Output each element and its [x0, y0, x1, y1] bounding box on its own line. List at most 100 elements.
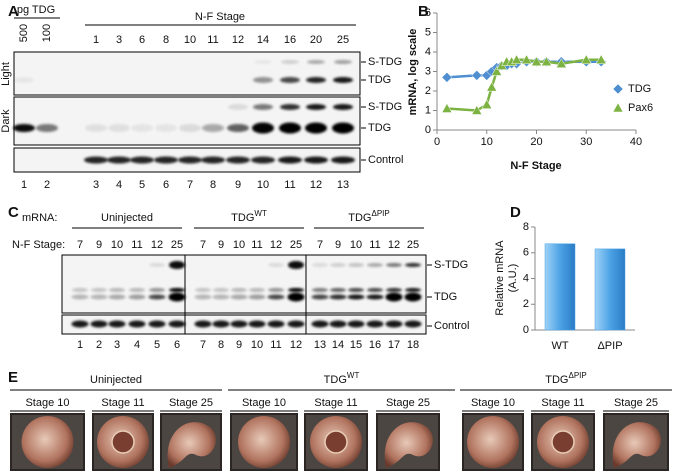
band	[404, 320, 422, 328]
band-label: S-TDG	[368, 101, 402, 113]
lane-label: 20	[310, 34, 322, 46]
band	[169, 288, 185, 292]
band	[268, 288, 284, 292]
stage-label: 7	[77, 239, 83, 251]
y-tick-label: 4	[425, 46, 431, 58]
y-tick-label: 6	[425, 7, 431, 19]
band	[154, 156, 178, 164]
group-label: TDGWT	[231, 209, 267, 224]
stage-label: 12	[151, 239, 163, 251]
panel-label: A	[8, 3, 19, 20]
stage-label: 9	[96, 239, 102, 251]
band	[267, 320, 285, 328]
embryo-photo	[160, 413, 222, 471]
band	[279, 122, 301, 134]
series-line	[446, 58, 602, 112]
band	[312, 288, 328, 292]
band	[288, 288, 304, 292]
band	[178, 156, 202, 164]
lane-label: 100	[41, 24, 53, 42]
band	[268, 263, 284, 267]
band	[366, 294, 384, 300]
embryo-photo	[531, 413, 595, 471]
lane-number: 12	[290, 339, 302, 351]
band	[71, 294, 89, 300]
band	[13, 124, 35, 132]
band	[305, 122, 327, 134]
stage-label: Stage 11	[101, 397, 144, 409]
band	[306, 77, 326, 83]
stage-label: Stage 25	[169, 397, 213, 409]
band	[230, 320, 248, 328]
band	[367, 263, 383, 267]
band	[267, 294, 285, 300]
lane-label: 1	[93, 34, 99, 46]
marker	[486, 81, 498, 92]
band	[131, 124, 153, 132]
band	[312, 263, 328, 267]
stage-label: Stage 10	[242, 397, 286, 409]
band	[330, 288, 346, 292]
band	[311, 320, 329, 328]
stage-label: 10	[111, 239, 123, 251]
band	[107, 156, 131, 164]
band	[90, 294, 108, 300]
embryo-photo	[462, 413, 524, 471]
lane-number: 15	[350, 339, 362, 351]
embryo-photo	[92, 413, 154, 471]
band	[248, 320, 266, 328]
band-label: S-TDG	[368, 56, 402, 68]
marker	[471, 104, 483, 115]
row-label: N-F Stage:	[12, 239, 65, 251]
row-label: mRNA:	[22, 212, 57, 224]
x-tick-label: WT	[551, 340, 568, 352]
blot-box	[61, 254, 427, 314]
band	[253, 104, 273, 110]
band	[230, 294, 248, 300]
stage-label: 9	[335, 239, 341, 251]
lane-label: 11	[207, 34, 218, 46]
lane-number: 5	[139, 179, 145, 191]
marker	[531, 56, 542, 66]
band	[130, 156, 154, 164]
stage-label: 7	[317, 239, 323, 251]
band	[281, 60, 299, 64]
band	[288, 261, 304, 269]
band	[169, 261, 185, 269]
stage-label: 11	[369, 239, 380, 251]
row-label: Light	[0, 62, 12, 86]
band-label: TDG	[434, 291, 457, 303]
lane-number: 3	[114, 339, 120, 351]
lane-number: 7	[187, 179, 193, 191]
lane-number: 13	[337, 179, 349, 191]
band	[251, 156, 275, 164]
band	[347, 294, 365, 300]
blot-a	[13, 51, 361, 173]
stage-label: Stage 10	[25, 397, 69, 409]
embryo	[167, 422, 216, 468]
stage-label: 25	[171, 239, 183, 251]
group-label-base: TDG	[324, 374, 347, 386]
stage-label: Stage 25	[386, 397, 430, 409]
band	[385, 320, 403, 328]
lane-label: 8	[163, 34, 169, 46]
band	[149, 263, 165, 267]
band	[386, 288, 402, 292]
band	[304, 156, 328, 164]
lane-number: 6	[174, 339, 180, 351]
band	[84, 156, 108, 164]
band	[330, 263, 346, 267]
stage-label: 10	[350, 239, 362, 251]
embryo	[21, 416, 74, 468]
band	[252, 122, 274, 134]
y-tick-label: 5	[425, 26, 431, 38]
blot-box	[13, 51, 361, 96]
marker	[521, 54, 532, 65]
panel-label: B	[418, 3, 429, 20]
y-tick-label: 2	[523, 298, 529, 310]
band	[405, 263, 421, 267]
band	[179, 124, 201, 132]
band	[128, 320, 146, 328]
lane-label: 6	[139, 34, 145, 46]
band	[311, 294, 329, 300]
